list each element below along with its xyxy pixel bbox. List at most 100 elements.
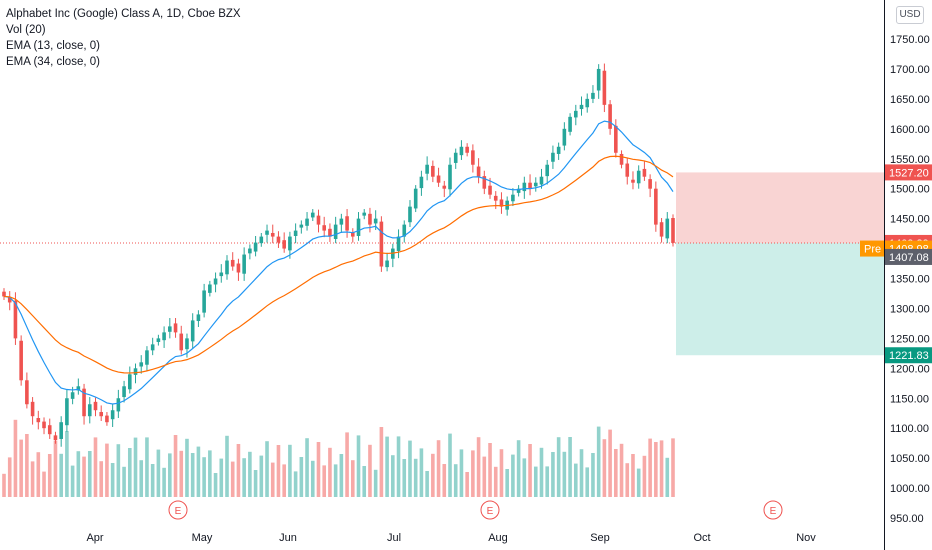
candle-body[interactable] [328, 228, 332, 237]
candle-body[interactable] [413, 188, 418, 209]
candle-body[interactable] [293, 230, 298, 236]
candle-body[interactable] [636, 170, 641, 184]
candle-body[interactable] [339, 218, 344, 225]
candle-body[interactable] [591, 92, 595, 99]
candle-body[interactable] [202, 290, 206, 313]
candle-body[interactable] [213, 278, 218, 285]
candle-body[interactable] [179, 333, 184, 351]
candle-body[interactable] [7, 297, 12, 303]
candle-body[interactable] [654, 188, 658, 225]
candle-body[interactable] [522, 182, 527, 192]
candle-body[interactable] [362, 212, 367, 216]
candle-body[interactable] [493, 195, 498, 201]
candle-body[interactable] [350, 232, 355, 237]
candle-body[interactable] [36, 418, 41, 423]
candle-body[interactable] [253, 242, 258, 252]
stop-zone[interactable] [676, 242, 884, 356]
vol-indicator-label[interactable]: Vol (20) [6, 24, 46, 36]
candle-body[interactable] [190, 320, 195, 342]
candle-body[interactable] [585, 98, 590, 108]
candle-body[interactable] [127, 374, 132, 390]
candle-body[interactable] [511, 194, 515, 202]
candle-body[interactable] [105, 415, 109, 423]
candle-body[interactable] [619, 153, 624, 165]
candle-body[interactable] [402, 224, 407, 237]
candle-body[interactable] [385, 260, 389, 268]
candle-body[interactable] [596, 68, 601, 91]
candle-body[interactable] [476, 166, 481, 177]
candle-body[interactable] [116, 398, 121, 412]
candle-body[interactable] [316, 215, 321, 225]
candle-body[interactable] [59, 422, 63, 439]
candle-body[interactable] [322, 225, 327, 231]
candle-body[interactable] [156, 338, 161, 342]
candle-body[interactable] [608, 104, 612, 129]
target-price-tag[interactable]: 1527.20 [889, 167, 929, 179]
dark-price-tag[interactable]: 1407.08 [889, 252, 929, 264]
candle-body[interactable] [396, 236, 401, 251]
candle-body[interactable] [76, 386, 81, 391]
candle-body[interactable] [30, 401, 35, 417]
candle-body[interactable] [265, 230, 269, 235]
candle-body[interactable] [53, 435, 58, 441]
candle-body[interactable] [533, 182, 538, 187]
candle-body[interactable] [87, 404, 92, 417]
stop-price-tag[interactable]: 1221.83 [889, 350, 929, 362]
candle-body[interactable] [556, 146, 561, 154]
candle-body[interactable] [47, 425, 52, 435]
candle-body[interactable] [19, 340, 23, 381]
candle-body[interactable] [528, 182, 532, 189]
candle-body[interactable] [368, 213, 372, 225]
candle-body[interactable] [516, 188, 521, 193]
candle-body[interactable] [70, 392, 75, 399]
candle-body[interactable] [642, 168, 647, 177]
candle-body[interactable] [162, 332, 166, 341]
candle-body[interactable] [282, 240, 286, 249]
candle-body[interactable] [99, 412, 104, 417]
candle-body[interactable] [42, 421, 46, 429]
candle-body[interactable] [242, 254, 246, 274]
candle-body[interactable] [356, 218, 361, 236]
candle-body[interactable] [665, 218, 670, 239]
candle-body[interactable] [408, 206, 412, 223]
candle-body[interactable] [539, 176, 544, 185]
currency-button[interactable]: USD [896, 6, 924, 24]
candle-body[interactable] [110, 410, 115, 420]
candle-body[interactable] [471, 150, 475, 165]
candle-body[interactable] [345, 216, 349, 231]
candle-body[interactable] [208, 284, 212, 293]
ema13-indicator-label[interactable]: EMA (13, close, 0) [6, 40, 100, 52]
candle-body[interactable] [13, 300, 18, 339]
candle-body[interactable] [436, 175, 441, 183]
candle-body[interactable] [173, 323, 178, 333]
candle-body[interactable] [93, 401, 98, 411]
candle-body[interactable] [196, 314, 201, 322]
candle-body[interactable] [25, 380, 29, 405]
candle-body[interactable] [488, 185, 492, 195]
candle-body[interactable] [288, 236, 292, 251]
candle-body[interactable] [602, 70, 607, 105]
ema34-indicator-label[interactable]: EMA (34, close, 0) [6, 56, 100, 68]
candle-body[interactable] [236, 263, 241, 273]
candle-body[interactable] [562, 128, 567, 146]
candle-body[interactable] [276, 236, 281, 243]
candle-body[interactable] [145, 350, 149, 365]
candle-body[interactable] [482, 176, 487, 189]
candle-body[interactable] [185, 338, 189, 350]
candle-body[interactable] [225, 260, 229, 275]
candle-body[interactable] [139, 362, 144, 367]
candle-body[interactable] [551, 152, 555, 162]
candle-body[interactable] [373, 218, 378, 224]
candle-body[interactable] [270, 232, 275, 237]
candle-body[interactable] [425, 164, 429, 174]
candle-body[interactable] [459, 146, 464, 156]
candle-body[interactable] [453, 152, 458, 163]
candle-body[interactable] [379, 221, 384, 267]
candle-body[interactable] [465, 146, 469, 153]
candle-body[interactable] [230, 259, 235, 267]
earnings-marker[interactable] [480, 500, 500, 520]
candle-body[interactable] [168, 326, 172, 332]
candle-body[interactable] [2, 291, 6, 297]
candle-body[interactable] [122, 386, 126, 398]
